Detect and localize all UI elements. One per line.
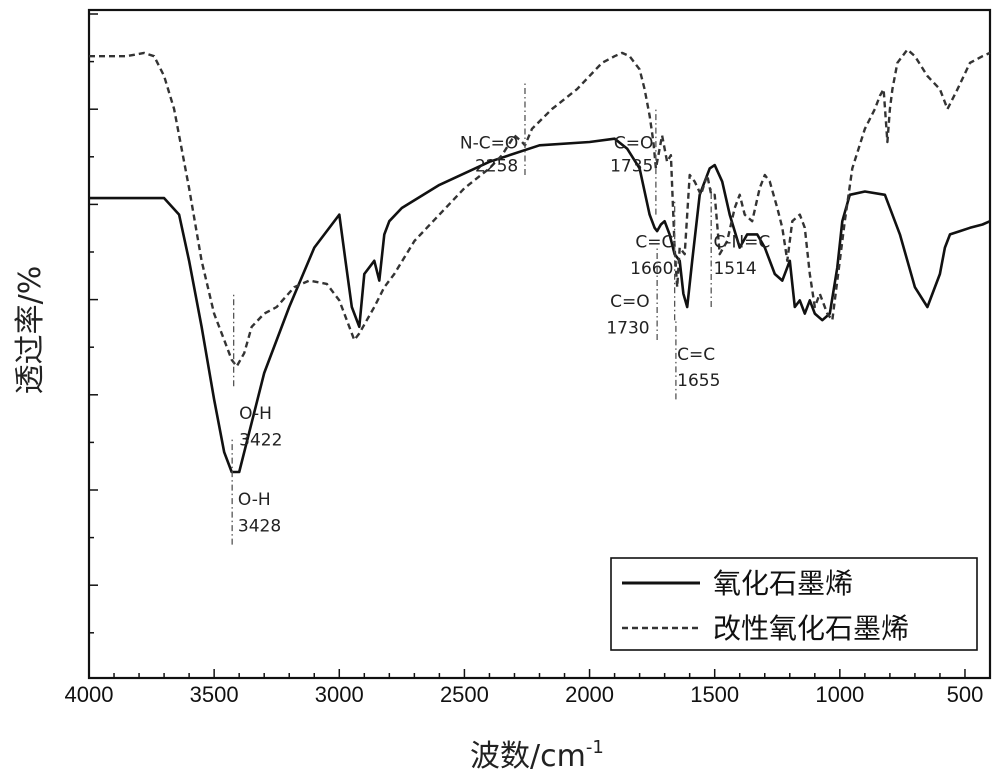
x-tick-label: 3000 <box>315 682 364 707</box>
x-axis-title: 波数/cm-1 <box>470 737 604 774</box>
x-tick-label: 3500 <box>190 682 239 707</box>
x-tick-label: 4000 <box>65 682 114 707</box>
peak-label: N-C=O <box>460 134 518 154</box>
peak-label: C=C <box>677 345 715 365</box>
peak-wavenumber: 1730 <box>606 318 649 338</box>
x-tick-label: 500 <box>947 682 984 707</box>
legend-box <box>610 557 978 651</box>
peak-wavenumber: 1660 <box>630 259 673 279</box>
peak-label: O-H <box>239 404 272 424</box>
x-axis-title-superscript: -1 <box>586 737 604 758</box>
legend-label-go: 氧化石墨烯 <box>713 567 853 600</box>
legend: 氧化石墨烯 改性氧化石墨烯 <box>610 557 978 651</box>
peak-wavenumber: 1514 <box>713 259 756 279</box>
x-tick-label: 1500 <box>690 682 739 707</box>
y-axis-ticks <box>89 13 98 634</box>
series-line-go <box>89 137 991 474</box>
x-tick-label: 2000 <box>565 682 614 707</box>
series-group <box>89 48 991 474</box>
peak-label: C-N=C <box>713 233 770 253</box>
x-tick-label: 1000 <box>815 682 864 707</box>
peak-wavenumber: 3422 <box>239 431 282 451</box>
peak-wavenumber: 3428 <box>238 516 281 536</box>
y-axis-title: 透过率/% <box>13 266 48 395</box>
peak-wavenumber: 1735 <box>610 157 653 177</box>
peak-label: O-H <box>238 490 271 510</box>
peak-label: C=C <box>635 233 673 253</box>
annotation-group: O-H 3422 N-C=O 2258 C=O 1735 C=C 1660 C-N=C 1514 O… <box>231 82 770 545</box>
series-line-modified-go <box>89 48 991 368</box>
peak-wavenumber: 1655 <box>677 371 720 391</box>
legend-label-modified-go: 改性氧化石墨烯 <box>713 612 909 645</box>
peak-wavenumber: 2258 <box>475 157 518 177</box>
x-tick-label: 2500 <box>440 682 489 707</box>
x-axis-ticks: 4000 3500 3000 2500 2000 1500 1000 500 <box>65 669 991 707</box>
peak-label: C=O <box>614 134 654 154</box>
peak-label: C=O <box>610 292 650 312</box>
